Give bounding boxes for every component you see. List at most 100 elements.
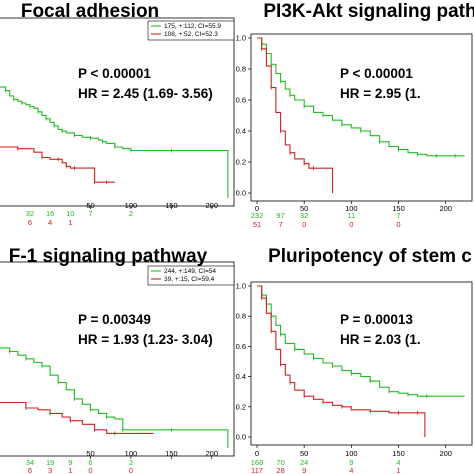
- risk-count-high: 19: [46, 458, 54, 467]
- legend-label: 39, +:15, CI=59.4: [164, 276, 215, 283]
- y-tick-label: 0.6: [236, 342, 246, 351]
- x-tick-label: 100: [345, 204, 358, 213]
- km-panel-1: Focal adhesion 50 100 150 200 175, +:112, CI=…: [0, 1, 235, 227]
- hazard-ratio: HR = 2.95 (1.: [340, 86, 421, 101]
- survival-curve-low: [0, 146, 115, 183]
- x-tick-label: 200: [439, 449, 452, 458]
- x-tick-label: 100: [345, 449, 358, 458]
- legend-box: [147, 265, 235, 286]
- p-value: P = 0.00013: [340, 312, 413, 327]
- risk-count-high: 10: [66, 209, 74, 218]
- risk-count-high: 32: [300, 211, 308, 220]
- panel-title: Focal adhesion: [21, 1, 159, 22]
- y-tick-label: 0.8: [236, 312, 246, 321]
- risk-count-low: 28: [276, 466, 284, 474]
- y-tick-label: 0.2: [236, 402, 246, 411]
- legend-label: 244, +:149, CI=54: [164, 268, 216, 275]
- x-tick-label: 0: [255, 204, 259, 213]
- survival-curve-low: [0, 401, 154, 434]
- x-tick-label: 50: [86, 201, 94, 210]
- risk-count-high: 168: [251, 458, 264, 467]
- risk-count-low: 7: [279, 220, 283, 229]
- survival-curve-low: [257, 285, 426, 437]
- x-tick-label: 50: [86, 449, 94, 458]
- y-tick-label: 1.0: [236, 34, 246, 43]
- risk-count-low: 6: [28, 466, 32, 474]
- x-tick-label: 150: [392, 204, 405, 213]
- risk-count-low: 0: [396, 220, 400, 229]
- risk-count-high: 2: [129, 458, 133, 467]
- plot-frame: [250, 33, 473, 202]
- risk-count-high: 70: [276, 458, 284, 467]
- risk-count-high: 32: [26, 209, 34, 218]
- hazard-ratio: HR = 2.45 (1.69- 3.56): [78, 86, 213, 101]
- x-tick-label: 200: [205, 449, 218, 458]
- x-tick-label: 200: [439, 204, 452, 213]
- y-tick-label: 0.2: [236, 158, 246, 167]
- survival-curve-low: [257, 37, 334, 193]
- km-panel-3: F-1 signaling pathway 50 100 150 200 244, +:1…: [0, 246, 235, 474]
- risk-count-high: 4: [396, 458, 400, 467]
- risk-count-high: 2: [129, 209, 133, 218]
- x-tick-label: 200: [205, 201, 218, 210]
- risk-count-high: 232: [251, 211, 264, 220]
- risk-count-low: 9: [302, 466, 306, 474]
- risk-count-low: 0: [349, 220, 353, 229]
- plot-frame: [0, 17, 235, 207]
- risk-count-high: 9: [349, 458, 353, 467]
- y-tick-label: 0.6: [236, 96, 246, 105]
- risk-count-high: 97: [276, 211, 284, 220]
- x-tick-label: 150: [392, 449, 405, 458]
- risk-count-high: 11: [347, 211, 355, 220]
- y-tick-label: 0.4: [236, 372, 246, 381]
- panel-title: Pluripotency of stem c: [268, 246, 472, 267]
- risk-count-high: 6: [88, 458, 92, 467]
- y-tick-label: 0.0: [236, 433, 246, 442]
- risk-count-high: 7: [88, 209, 92, 218]
- x-tick-label: 150: [165, 201, 178, 210]
- x-tick-label: 0: [255, 449, 259, 458]
- p-value: P < 0.00001: [340, 66, 413, 81]
- risk-count-high: 34: [26, 458, 34, 467]
- risk-count-low: 3: [48, 466, 52, 474]
- x-tick-label: 100: [125, 449, 138, 458]
- risk-count-low: 51: [253, 220, 261, 229]
- y-tick-label: 0.0: [236, 189, 246, 198]
- plot-frame: [0, 261, 235, 457]
- risk-count-high: 9: [68, 458, 72, 467]
- x-tick-label: 50: [300, 204, 308, 213]
- legend-box: [147, 20, 235, 41]
- risk-count-low: 1: [68, 218, 72, 227]
- p-value: P = 0.00349: [78, 312, 151, 327]
- x-tick-label: 150: [165, 449, 178, 458]
- risk-count-low: 0: [129, 466, 133, 474]
- p-value: P < 0.00001: [78, 66, 151, 81]
- risk-count-low: 4: [48, 218, 52, 227]
- panel-title: F-1 signaling pathway: [9, 246, 208, 267]
- risk-count-low: 4: [349, 466, 353, 474]
- survival-curve-high: [0, 86, 229, 198]
- legend-label: 108, +:52, CI=52.3: [164, 31, 218, 38]
- x-tick-label: 50: [300, 449, 308, 458]
- y-tick-label: 0.8: [236, 65, 246, 74]
- risk-count-high: 16: [46, 209, 54, 218]
- risk-count-high: 24: [300, 458, 308, 467]
- y-tick-label: 0.4: [236, 127, 246, 136]
- hazard-ratio: HR = 1.93 (1.23- 3.04): [78, 332, 213, 347]
- legend-label: 175, +:112, CI=55.9: [164, 23, 221, 30]
- survival-curve-high: [257, 37, 465, 157]
- risk-count-low: 6: [28, 218, 32, 227]
- risk-count-low: 0: [302, 220, 306, 229]
- panel-title: PI3K-Akt signaling path: [263, 1, 474, 22]
- risk-count-low: 1: [68, 466, 72, 474]
- y-tick-label: 1.0: [236, 282, 246, 291]
- plot-frame: [250, 281, 473, 446]
- risk-count-high: 7: [396, 211, 400, 220]
- risk-count-low: 117: [251, 466, 263, 474]
- km-panel-4: Pluripotency of stem c 0 50 100 150 200 0.0 0.2…: [236, 246, 473, 474]
- km-panel-2: PI3K-Akt signaling path 0 50 100 150 200 0.0 0.…: [236, 1, 474, 229]
